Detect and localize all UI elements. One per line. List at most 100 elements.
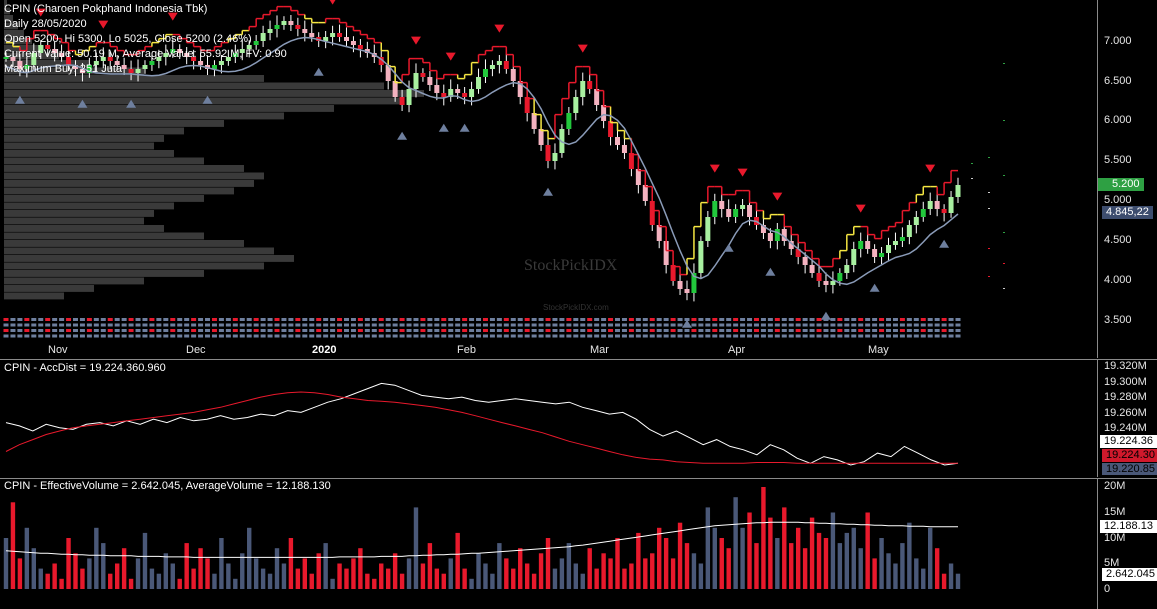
signal-marker [149,323,155,327]
volume-bar [198,548,203,589]
signal-marker [93,329,99,332]
candle-body [45,45,51,49]
signal-marker [858,323,864,327]
signal-marker [941,323,947,327]
sell-signal-arrow [445,52,456,61]
signal-marker [218,318,224,321]
volume-bar [580,573,585,589]
signal-marker [371,318,377,321]
signal-marker [476,334,482,338]
candle-body [114,61,120,65]
signal-marker [726,318,732,321]
average-volume-line [5,521,958,558]
signal-marker [531,334,537,338]
candle-body [135,69,141,73]
volume-profile-bar [4,142,154,150]
volume-profile-bar [4,180,254,187]
volume-bar [538,553,544,589]
volume-profile-bar [4,75,264,82]
volume-last-tag: 2.642.045 [1102,568,1157,581]
signal-marker [86,318,92,321]
volume-divider [0,478,1157,479]
signal-marker [642,329,648,332]
signal-marker [406,329,412,332]
signal-marker [357,318,363,321]
signal-marker [635,334,641,338]
signal-marker [899,334,905,338]
signal-marker [239,323,245,327]
candle-body [455,89,461,93]
signal-marker [31,334,37,338]
candle-body [788,241,794,249]
candle-body [267,29,273,33]
accdist-panel[interactable]: CPIN - AccDist = 19.224.360.960 19.320M … [0,359,1157,477]
month-label-mar: Mar [590,344,609,356]
volume-bar [288,538,294,589]
signal-marker [281,334,287,338]
volume-bar [80,568,85,589]
projection-dot [1003,175,1005,176]
signal-marker [788,329,794,332]
signal-marker [59,318,65,321]
volume-bar [559,558,565,589]
accdist-average-line [5,391,958,464]
signal-marker [434,318,440,321]
candle-body [211,65,217,69]
signal-marker [573,323,579,327]
signal-marker [274,323,280,327]
signal-marker [531,323,537,327]
signal-marker [385,323,391,327]
candle-body [573,97,579,113]
candle-body [128,69,134,73]
signal-marker [149,334,155,338]
candle-body [274,25,280,29]
signal-marker [253,329,259,332]
signal-marker [941,334,947,338]
candle-body [906,225,912,237]
signal-marker [17,329,23,332]
signal-marker [455,318,461,321]
accdist-chart[interactable] [0,359,1157,477]
signal-marker [142,334,148,338]
volume-panel[interactable]: CPIN - EffectiveVolume = 2.642.045, Aver… [0,478,1157,609]
volume-bar [351,558,356,589]
signal-marker [295,323,301,327]
candle-body [642,185,648,201]
signal-marker [899,318,905,321]
signal-marker [886,318,892,321]
projection-dot [988,276,990,277]
signal-marker [79,323,85,327]
signal-marker [59,329,65,332]
volume-bar [531,573,537,589]
candle-body [531,113,537,129]
signal-marker [503,323,509,327]
candle-body [844,265,850,273]
candle-body [246,45,252,49]
candle-body [927,201,933,209]
volume-bar [524,563,530,589]
signal-marker [406,323,412,327]
signal-marker [580,329,586,332]
signal-marker [156,329,162,332]
signal-marker [93,334,99,338]
signal-marker [872,318,878,321]
volume-profile-bar [4,30,24,37]
signal-marker [524,329,530,332]
signal-marker [691,318,697,321]
candle-body [948,197,954,213]
candle-body [816,273,822,281]
signal-marker [545,323,551,327]
signal-marker [448,334,454,338]
signal-marker [747,318,753,321]
signal-marker [128,334,134,338]
candle-body [253,41,259,45]
signal-marker [350,323,356,327]
volume-chart[interactable] [0,478,1157,609]
price-chart[interactable] [0,0,1157,358]
signal-marker [323,323,329,327]
price-tick-5000: 5.000 [1104,194,1132,206]
signal-marker [837,323,843,327]
signal-marker [385,318,391,321]
price-panel[interactable]: CPIN (Charoen Pokphand Indonesia Tbk) Da… [0,0,1157,358]
signal-marker [670,323,676,327]
